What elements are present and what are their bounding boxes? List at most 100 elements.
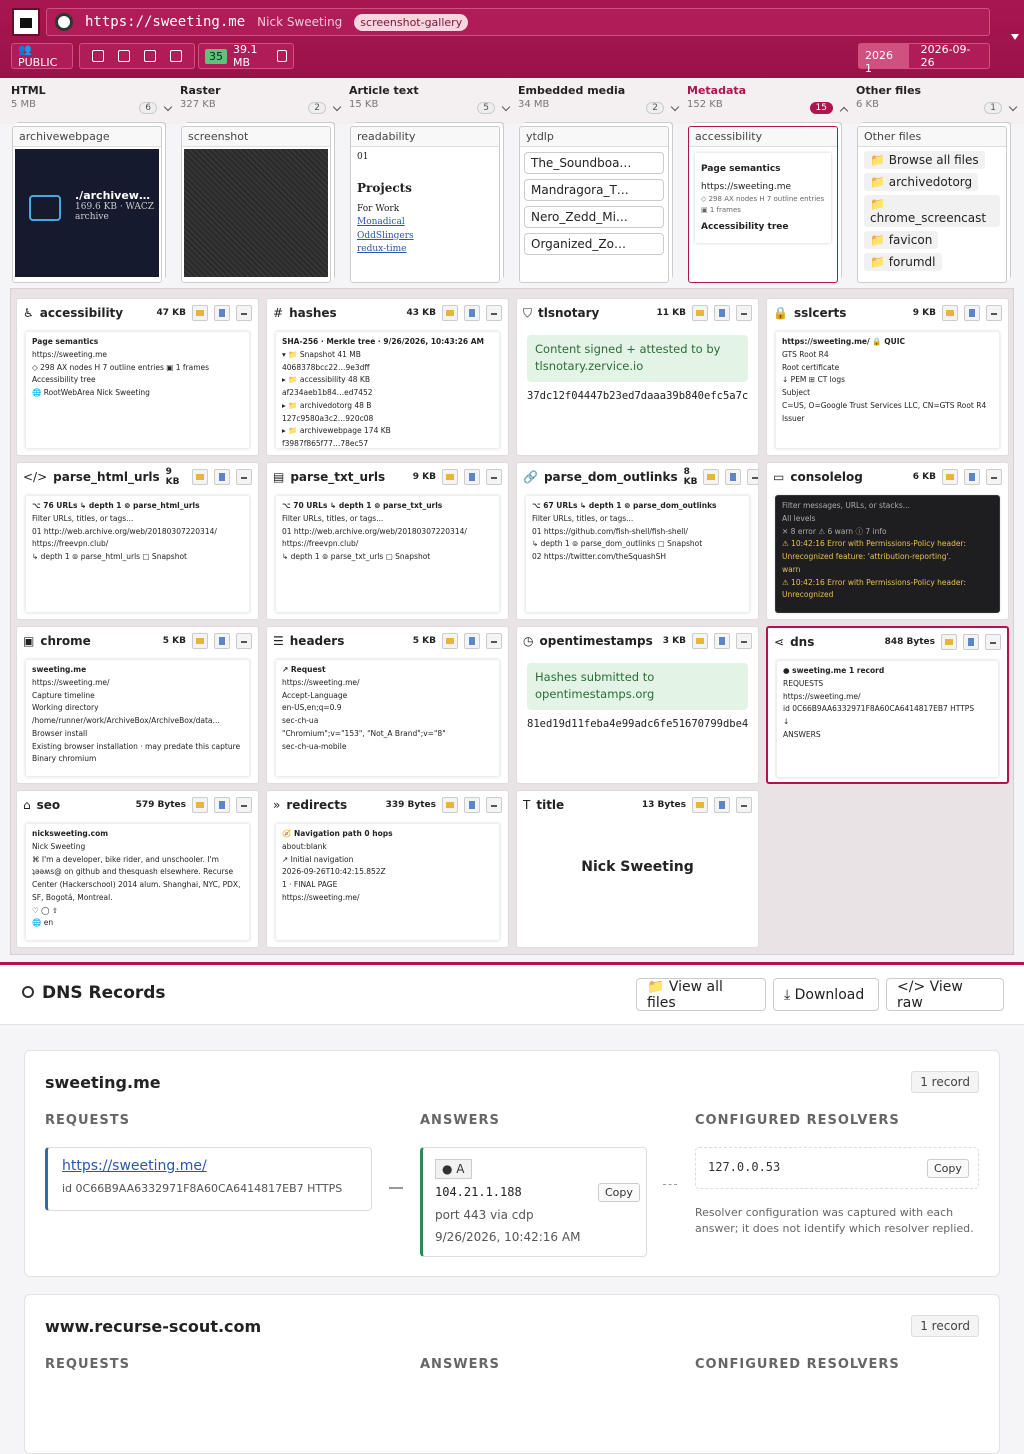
preview-item[interactable]: Nero_Zedd_Mi… <box>524 206 664 228</box>
card-button[interactable] <box>747 469 758 485</box>
card-button[interactable] <box>236 469 252 485</box>
card-button[interactable] <box>692 797 708 813</box>
dns-button[interactable]: ⤓ Download <box>773 978 879 1011</box>
card-button[interactable] <box>942 305 958 321</box>
size-button[interactable]: 35 39.1 MB <box>198 43 294 69</box>
card-button[interactable] <box>214 633 230 649</box>
dns-button[interactable]: 📁 View all files <box>636 978 766 1011</box>
plugin-card[interactable]: 🔒 sslcerts 9 KB https://sweeting.me/ 🔒 QUIC… <box>766 298 1009 456</box>
preview-item[interactable]: 📁 favicon <box>864 231 939 249</box>
card-button[interactable] <box>214 469 230 485</box>
plugin-card[interactable]: ▣ chrome 5 KB sweeting.me https://sweeting.m… <box>16 626 259 784</box>
tab[interactable]: Article text 15 KB 5 <box>349 84 511 120</box>
card-button[interactable] <box>714 797 730 813</box>
visibility-button[interactable]: 👥PUBLIC <box>11 43 73 69</box>
action-buttons[interactable] <box>79 43 195 69</box>
logo[interactable] <box>12 8 40 36</box>
card-button[interactable] <box>963 634 979 650</box>
preview-card[interactable]: archivewebpage ./archivew… 169.6 KB · WACZ… <box>12 126 162 283</box>
card-button[interactable] <box>486 797 502 813</box>
preview-item[interactable]: The_Soundboa… <box>524 152 664 174</box>
copy-button[interactable]: Copy <box>598 1183 640 1202</box>
preview-card[interactable]: Other files 📁 Browse all files 📁 archivedo… <box>857 126 1007 283</box>
plugin-card[interactable]: ⌂ seo 579 Bytes nicksweeting.com Nick Sweeti… <box>16 790 259 948</box>
card-button[interactable] <box>192 305 208 321</box>
card-button[interactable] <box>692 305 708 321</box>
plugin-card[interactable]: 🔗 parse_dom_outlinks 8 KB ⌥ 67 URLs ↳ depth… <box>516 462 759 620</box>
plugin-card[interactable]: ♿ accessibility 47 KB Page semantics https:/… <box>16 298 259 456</box>
card-button[interactable] <box>714 305 730 321</box>
card-button[interactable] <box>442 797 458 813</box>
preview-item[interactable]: 📁 forumdl <box>864 253 942 271</box>
tab[interactable]: Raster 327 KB 2 <box>180 84 342 120</box>
plugin-card[interactable]: ⋖ dns 848 Bytes ● sweeting.me 1 record REQUE… <box>766 626 1009 784</box>
card-button[interactable] <box>964 469 980 485</box>
card-button[interactable] <box>192 797 208 813</box>
card-button[interactable] <box>442 305 458 321</box>
plugin-card[interactable]: ▭ consolelog 6 KB Filter messages, URLs, or… <box>766 462 1009 620</box>
card-button[interactable] <box>692 633 708 649</box>
card-button[interactable] <box>736 305 752 321</box>
copy-button[interactable]: Copy <box>927 1159 969 1178</box>
card-button[interactable] <box>714 633 730 649</box>
card-button[interactable] <box>941 634 957 650</box>
card-body: Filter messages, URLs, or stacks... All l… <box>775 495 1000 613</box>
card-name: dns <box>790 635 815 649</box>
card-button[interactable] <box>703 469 720 485</box>
plugin-card[interactable]: ⛉ tlsnotary 11 KB Content signed + attested… <box>516 298 759 456</box>
plugin-card[interactable]: ◷ opentimestamps 3 KB Hashes submitted to o… <box>516 626 759 784</box>
preview-card[interactable]: ytdlp The_Soundboa… Mandragora_T… Nero_Zedd… <box>519 126 669 283</box>
card-button[interactable] <box>442 469 458 485</box>
preview-card[interactable]: accessibility Page semantics https://sweet… <box>688 126 838 283</box>
card-button[interactable] <box>464 633 480 649</box>
card-button[interactable] <box>964 305 980 321</box>
answer-box: ● A 104.21.1.188 port 443 via cdp 9/26/2026… <box>420 1147 647 1257</box>
tab-label: Metadata <box>687 84 747 97</box>
card-button[interactable] <box>464 469 480 485</box>
plugin-card[interactable]: ▤ parse_txt_urls 9 KB ⌥ 70 URLs ↳ depth 1 ⊚… <box>266 462 509 620</box>
card-button[interactable] <box>192 469 208 485</box>
tab[interactable]: Other files 6 KB 1 <box>856 84 1018 120</box>
card-button[interactable] <box>725 469 742 485</box>
preview-item[interactable]: Organized_Zo… <box>524 233 664 255</box>
menu-caret[interactable] <box>1011 34 1019 40</box>
card-button[interactable] <box>236 305 252 321</box>
preview-card[interactable]: screenshot <box>181 126 331 283</box>
card-button[interactable] <box>486 469 502 485</box>
card-button[interactable] <box>736 633 752 649</box>
card-button[interactable] <box>736 797 752 813</box>
card-button[interactable] <box>986 469 1002 485</box>
card-button[interactable] <box>442 633 458 649</box>
card-button[interactable] <box>942 469 958 485</box>
card-button[interactable] <box>236 633 252 649</box>
preview-item[interactable]: Mandragora_T… <box>524 179 664 201</box>
card-button[interactable] <box>985 634 1001 650</box>
plugin-card[interactable]: # hashes 43 KB SHA-256 · Merkle tree · 9/26… <box>266 298 509 456</box>
card-line: id 0C66B9AA6332971F8A60CA6414817EB7 HTTP… <box>783 704 975 714</box>
url-bar[interactable]: https://sweeting.me Nick Sweeting screensh… <box>46 8 990 36</box>
tab[interactable]: Metadata 152 KB 15 <box>687 84 849 120</box>
card-button[interactable] <box>214 305 230 321</box>
tab[interactable]: Embedded media 34 MB 2 <box>518 84 680 120</box>
card-button[interactable] <box>986 305 1002 321</box>
card-button[interactable] <box>214 797 230 813</box>
plugin-card[interactable]: » redirects 339 Bytes 🧭 Navigation path 0 h… <box>266 790 509 948</box>
preview-item[interactable]: 📁 archivedotorg <box>864 173 979 191</box>
preview-item[interactable]: 📁 chrome_screencast <box>864 195 1000 227</box>
tag[interactable]: screenshot-gallery <box>354 13 469 31</box>
dns-button[interactable]: </> View raw <box>886 978 1004 1011</box>
card-button[interactable] <box>486 633 502 649</box>
card-body: ● sweeting.me 1 record REQUESTS https://sw… <box>776 660 999 778</box>
card-button[interactable] <box>464 305 480 321</box>
preview-card[interactable]: readability 01 Projects For Work Monadical Od… <box>350 126 500 283</box>
snapshot-picker[interactable]: 2026 1 2026-09-26 <box>858 43 990 75</box>
plugin-card[interactable]: ☰ headers 5 KB ↗ Request https://sweeting.me… <box>266 626 509 784</box>
card-button[interactable] <box>192 633 208 649</box>
card-button[interactable] <box>236 797 252 813</box>
card-button[interactable] <box>486 305 502 321</box>
card-button[interactable] <box>464 797 480 813</box>
tab[interactable]: HTML 5 MB 6 <box>11 84 173 120</box>
preview-item[interactable]: 📁 Browse all files <box>864 151 985 169</box>
plugin-card[interactable]: </> parse_html_urls 9 KB ⌥ 76 URLs ↳ depth … <box>16 462 259 620</box>
